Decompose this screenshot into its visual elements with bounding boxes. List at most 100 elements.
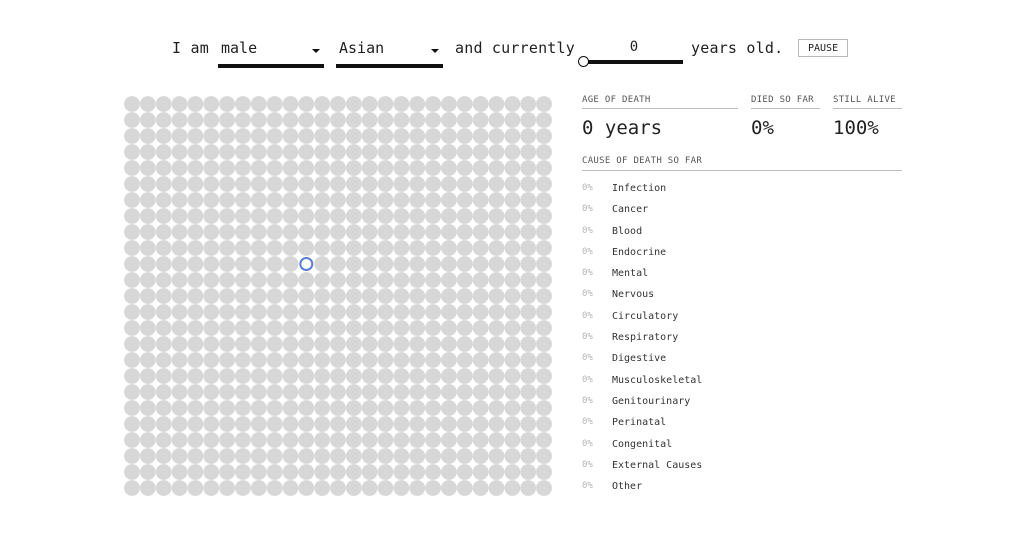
person-dot bbox=[409, 240, 426, 256]
person-dot bbox=[345, 240, 362, 256]
person-dot bbox=[504, 224, 521, 240]
person-dot bbox=[488, 240, 505, 256]
person-dot bbox=[504, 96, 521, 112]
person-dot bbox=[139, 352, 156, 368]
person-dot bbox=[377, 160, 394, 176]
person-dot bbox=[425, 448, 441, 464]
person-dot bbox=[155, 368, 172, 384]
race-select[interactable]: Asian bbox=[336, 36, 443, 68]
person-dot bbox=[409, 112, 426, 128]
person-dot bbox=[409, 176, 426, 192]
person-dot bbox=[361, 96, 378, 112]
person-dot bbox=[361, 224, 378, 240]
person-dot bbox=[425, 192, 441, 208]
dot-grid-canvas bbox=[124, 96, 552, 496]
person-dot bbox=[345, 336, 362, 352]
person-dot bbox=[456, 128, 473, 144]
person-dot bbox=[171, 288, 188, 304]
cause-percent: 0% bbox=[582, 459, 593, 470]
person-dot bbox=[155, 352, 172, 368]
person-dot bbox=[472, 304, 489, 320]
age-slider-handle[interactable] bbox=[578, 56, 589, 67]
person-dot bbox=[171, 224, 188, 240]
person-dot bbox=[425, 272, 441, 288]
person-dot bbox=[345, 464, 362, 480]
person-dot bbox=[314, 128, 331, 144]
person-dot bbox=[282, 192, 299, 208]
person-dot bbox=[282, 368, 299, 384]
person-dot bbox=[235, 336, 251, 352]
person-dot bbox=[456, 320, 473, 336]
person-dot bbox=[298, 336, 315, 352]
person-dot bbox=[409, 432, 426, 448]
person-dot bbox=[282, 160, 299, 176]
person-dot bbox=[235, 272, 251, 288]
person-dot bbox=[425, 432, 441, 448]
person-dot bbox=[441, 464, 457, 480]
person-dot bbox=[298, 432, 315, 448]
person-dot bbox=[377, 336, 394, 352]
person-dot bbox=[536, 432, 552, 448]
person-dot bbox=[250, 464, 267, 480]
person-dot bbox=[361, 192, 378, 208]
person-dot bbox=[520, 400, 537, 416]
person-dot bbox=[472, 176, 489, 192]
person-dot bbox=[441, 304, 457, 320]
died-so-far-header: DIED SO FAR bbox=[751, 95, 820, 109]
person-dot bbox=[124, 96, 140, 112]
person-dot bbox=[345, 224, 362, 240]
person-dot bbox=[441, 240, 457, 256]
cause-percent: 0% bbox=[582, 417, 593, 428]
person-dot bbox=[250, 176, 267, 192]
person-dot bbox=[345, 96, 362, 112]
person-dot bbox=[409, 96, 426, 112]
person-dot bbox=[488, 384, 505, 400]
person-dot bbox=[155, 320, 172, 336]
person-dot bbox=[298, 96, 315, 112]
person-dot bbox=[472, 128, 489, 144]
person-dot bbox=[155, 464, 172, 480]
person-dot bbox=[536, 160, 552, 176]
person-dot bbox=[536, 128, 552, 144]
person-dot bbox=[504, 352, 521, 368]
pause-button[interactable]: PAUSE bbox=[798, 39, 849, 57]
person-dot bbox=[456, 352, 473, 368]
person-dot bbox=[187, 352, 204, 368]
sentence-middle: and currently bbox=[455, 39, 575, 57]
person-dot bbox=[409, 384, 426, 400]
cause-name: Other bbox=[612, 481, 643, 493]
person-dot bbox=[314, 464, 331, 480]
person-dot bbox=[472, 368, 489, 384]
person-dot bbox=[441, 112, 457, 128]
person-dot bbox=[314, 240, 331, 256]
person-dot bbox=[250, 336, 267, 352]
person-dot bbox=[504, 416, 521, 432]
person-dot bbox=[488, 160, 505, 176]
person-dot bbox=[472, 208, 489, 224]
person-dot bbox=[345, 480, 362, 496]
person-dot bbox=[330, 96, 346, 112]
person-dot bbox=[298, 320, 315, 336]
person-dot bbox=[250, 208, 267, 224]
person-dot bbox=[456, 480, 473, 496]
person-dot bbox=[250, 256, 267, 272]
person-dot bbox=[345, 192, 362, 208]
person-dot bbox=[456, 96, 473, 112]
person-dot bbox=[124, 112, 140, 128]
sentence-prefix: I am bbox=[172, 39, 209, 57]
person-dot bbox=[219, 256, 235, 272]
person-dot bbox=[187, 272, 204, 288]
person-dot bbox=[171, 192, 188, 208]
person-dot bbox=[504, 208, 521, 224]
person-dot bbox=[377, 432, 394, 448]
person-dot bbox=[536, 304, 552, 320]
person-dot bbox=[488, 464, 505, 480]
sex-select[interactable]: male bbox=[218, 36, 324, 68]
person-dot bbox=[235, 400, 251, 416]
person-dot bbox=[330, 400, 346, 416]
person-dot bbox=[235, 368, 251, 384]
person-dot bbox=[456, 176, 473, 192]
age-slider[interactable] bbox=[578, 56, 683, 67]
person-dot bbox=[488, 336, 505, 352]
